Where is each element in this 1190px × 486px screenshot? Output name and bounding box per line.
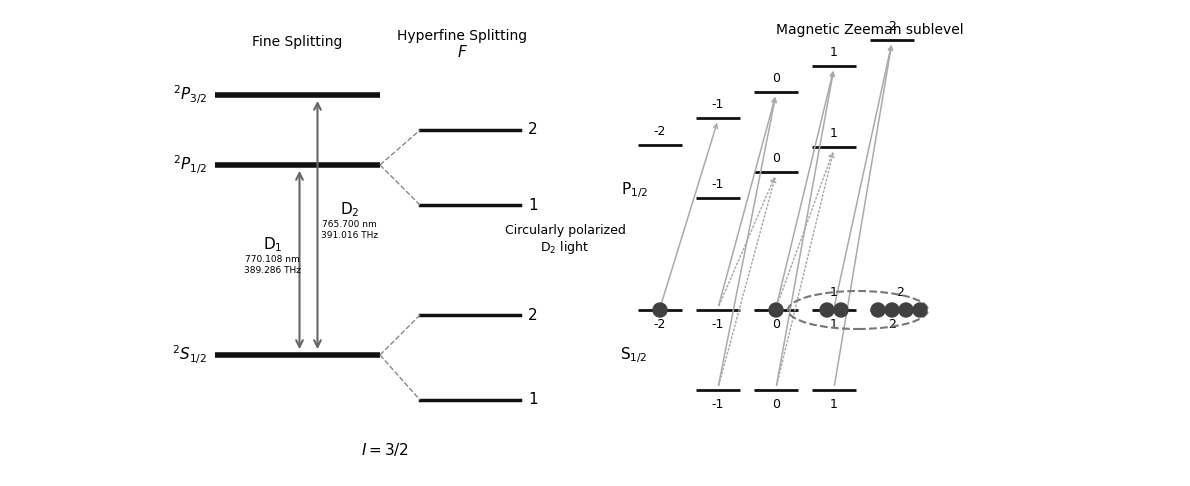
Text: Hyperfine Splitting: Hyperfine Splitting — [397, 29, 527, 43]
Text: $I = 3/2$: $I = 3/2$ — [361, 441, 409, 458]
Text: 2: 2 — [896, 285, 904, 298]
Text: $F$: $F$ — [457, 44, 468, 60]
Text: 1: 1 — [528, 393, 538, 407]
Text: 0: 0 — [772, 152, 779, 165]
Text: $^{2}P_{3/2}$: $^{2}P_{3/2}$ — [173, 84, 207, 106]
Text: -1: -1 — [712, 318, 725, 331]
Text: S$_{1/2}$: S$_{1/2}$ — [620, 345, 649, 365]
Text: 1: 1 — [831, 398, 838, 411]
Circle shape — [913, 303, 927, 317]
Text: 2: 2 — [888, 318, 896, 331]
Text: $^{2}S_{1/2}$: $^{2}S_{1/2}$ — [173, 344, 207, 366]
Text: $^{2}P_{1/2}$: $^{2}P_{1/2}$ — [173, 154, 207, 176]
Text: 0: 0 — [772, 318, 779, 331]
Text: -2: -2 — [653, 318, 666, 331]
Text: P$_{1/2}$: P$_{1/2}$ — [621, 180, 649, 200]
Text: 2: 2 — [888, 20, 896, 33]
Text: 765.700 nm
391.016 THz: 765.700 nm 391.016 THz — [321, 220, 378, 240]
Text: D$_2$: D$_2$ — [339, 201, 359, 219]
Text: Fine Splitting: Fine Splitting — [252, 35, 343, 49]
Text: 1: 1 — [528, 197, 538, 212]
Text: D$_1$: D$_1$ — [263, 236, 282, 254]
Text: 1: 1 — [831, 285, 838, 298]
Text: -1: -1 — [712, 178, 725, 191]
Circle shape — [898, 303, 913, 317]
Circle shape — [871, 303, 885, 317]
Text: 2: 2 — [528, 122, 538, 138]
Text: 0: 0 — [772, 72, 779, 85]
Text: 770.108 nm
389.286 THz: 770.108 nm 389.286 THz — [244, 255, 301, 275]
Circle shape — [885, 303, 898, 317]
Text: Circularly polarized
D$_2$ light: Circularly polarized D$_2$ light — [505, 224, 626, 256]
Circle shape — [820, 303, 834, 317]
Circle shape — [653, 303, 668, 317]
Text: -2: -2 — [653, 125, 666, 138]
Text: Magnetic Zeeman sublevel: Magnetic Zeeman sublevel — [776, 23, 964, 37]
Text: 1: 1 — [831, 46, 838, 59]
Text: 0: 0 — [772, 398, 779, 411]
Text: -1: -1 — [712, 98, 725, 111]
Text: 1: 1 — [831, 127, 838, 140]
Circle shape — [769, 303, 783, 317]
Text: 1: 1 — [831, 318, 838, 331]
Text: 2: 2 — [528, 308, 538, 323]
Circle shape — [834, 303, 848, 317]
Text: -1: -1 — [712, 398, 725, 411]
